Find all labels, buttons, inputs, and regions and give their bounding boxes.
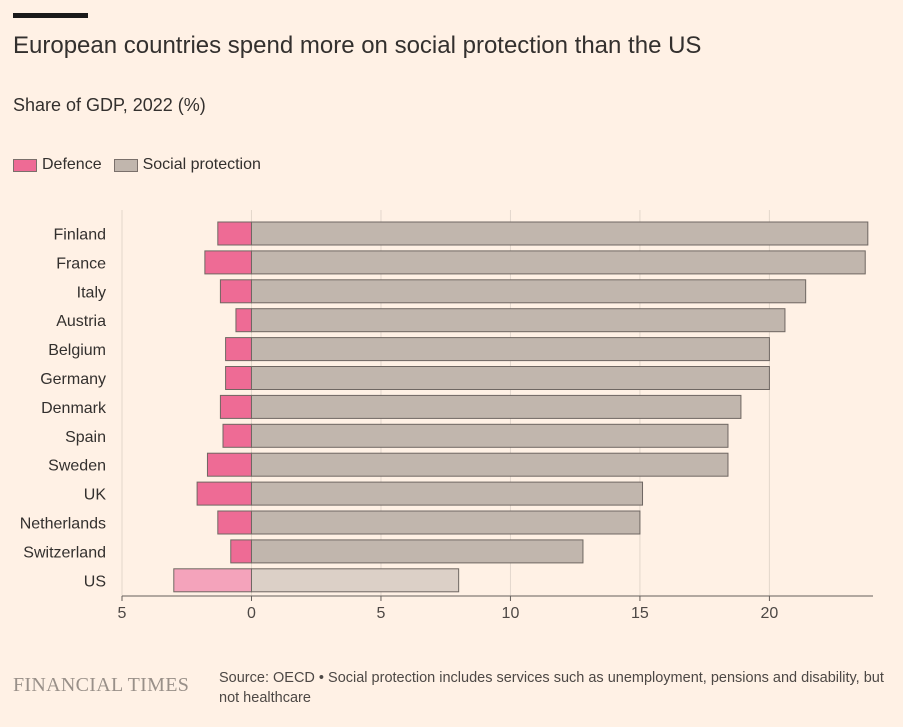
bar-defence	[204, 250, 252, 275]
ft-accent-bar	[13, 13, 88, 18]
legend-swatch-defence	[13, 158, 37, 172]
bar-social-protection	[250, 250, 866, 275]
bar-defence	[206, 452, 252, 477]
bar-social-protection	[250, 337, 770, 362]
bar-defence	[219, 279, 252, 304]
bar-social-protection	[250, 279, 807, 304]
ft-logo: FINANCIAL TIMES	[13, 674, 190, 696]
bar-defence	[217, 510, 252, 535]
chart-subtitle: Share of GDP, 2022 (%)	[13, 95, 206, 115]
category-label: Austria	[56, 313, 106, 330]
x-tick-label: 10	[502, 605, 520, 622]
bar-defence	[219, 394, 252, 419]
category-label: France	[56, 255, 106, 272]
bar-social-protection	[250, 539, 584, 564]
category-label: Germany	[40, 371, 106, 388]
category-label: Italy	[77, 284, 106, 301]
bar-social-protection	[250, 308, 786, 333]
category-label: US	[84, 573, 106, 590]
category-label: Denmark	[41, 400, 107, 417]
category-label: Spain	[65, 429, 106, 446]
bar-defence	[235, 308, 252, 333]
category-label: Switzerland	[23, 544, 106, 561]
source-note: Source: OECD • Social protection include…	[219, 670, 884, 706]
bar-chart: Finland France Italy Austria Belgium Germany D…	[20, 210, 873, 622]
bar-social-protection	[250, 452, 729, 477]
bar-social-protection	[250, 481, 644, 506]
legend-label-social: Social protection	[142, 156, 261, 173]
bar-social-protection	[250, 510, 641, 535]
x-tick-label: 5	[377, 605, 386, 622]
x-tick-label: 5	[118, 605, 127, 622]
legend-label-defence: Defence	[42, 156, 102, 173]
bar-defence	[217, 221, 252, 246]
category-label: Belgium	[48, 342, 106, 359]
bar-social-protection	[250, 423, 729, 448]
category-label: Netherlands	[20, 516, 106, 533]
bar-social-protection	[250, 568, 460, 593]
bar-social-protection	[250, 366, 770, 390]
legend-swatch-social	[113, 158, 138, 172]
bar-defence	[196, 481, 252, 506]
chart-title: European countries spend more on social …	[13, 32, 702, 59]
bar-defence	[222, 423, 252, 448]
bar-social-protection	[250, 221, 869, 246]
category-label: Finland	[54, 227, 106, 244]
bar-defence	[173, 568, 252, 593]
x-tick-label: 20	[761, 605, 779, 622]
bar-defence	[230, 539, 252, 564]
x-tick-label: 0	[247, 605, 256, 622]
bar-defence	[225, 366, 252, 390]
category-label: UK	[84, 487, 107, 504]
bar-defence	[225, 337, 252, 362]
category-label: Sweden	[48, 458, 106, 475]
chart-legend: Defence Social protection	[13, 156, 273, 174]
x-tick-label: 15	[631, 605, 649, 622]
bar-social-protection	[250, 394, 742, 419]
legend-item-social: Social protection	[113, 156, 261, 174]
legend-item-defence: Defence	[13, 156, 102, 174]
